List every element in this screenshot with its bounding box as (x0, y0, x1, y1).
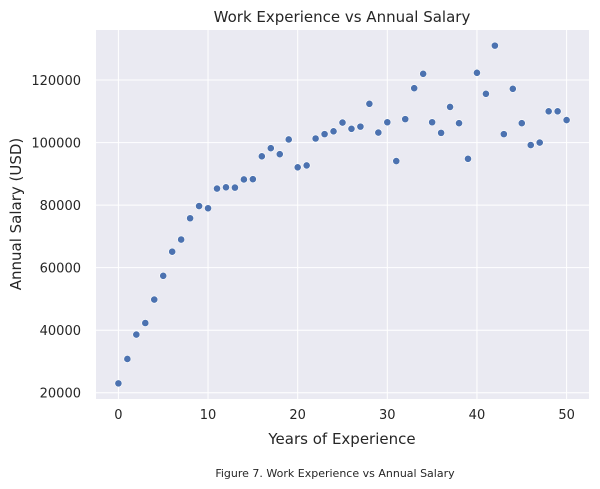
scatter-point (239, 175, 248, 184)
scatter-point (123, 355, 132, 363)
scatter-point (562, 116, 571, 124)
x-axis-title: Years of Experience (267, 430, 415, 448)
scatter-point (114, 379, 123, 388)
scatter-point (499, 130, 508, 139)
scatter-point (392, 157, 401, 165)
plot-background (96, 30, 589, 399)
scatter-point (141, 319, 150, 327)
scatter-point (213, 184, 221, 193)
y-axis-title: Annual Salary (USD) (7, 138, 25, 291)
scatter-point (473, 68, 481, 77)
y-tick-label: 100000 (31, 137, 81, 152)
data-points (114, 41, 571, 388)
scatter-point (508, 84, 517, 93)
x-tick-label: 20 (289, 408, 306, 423)
scatter-point (275, 150, 284, 159)
scatter-point (419, 69, 428, 78)
scatter-point (374, 128, 383, 137)
scatter-point (347, 124, 356, 133)
scatter-point (544, 107, 553, 116)
y-tick-label: 60000 (40, 262, 81, 277)
scatter-point (338, 118, 347, 127)
scatter-point (490, 41, 499, 50)
scatter-point (284, 135, 293, 144)
scatter-point (186, 214, 195, 223)
tick-labels: 0 10 20 30 40 50 20000 40000 60000 80000 100000 120… (31, 74, 575, 423)
scatter-point (455, 119, 463, 128)
scatter-point (302, 161, 311, 170)
scatter-point (437, 128, 445, 137)
scatter-point (535, 138, 544, 147)
scatter-point (517, 119, 526, 128)
scatter-point (311, 134, 320, 143)
scatter-point (150, 295, 159, 304)
scatter-point (482, 89, 490, 98)
scatter-point (177, 235, 186, 244)
x-tick-label: 10 (200, 408, 217, 423)
y-tick-label: 40000 (40, 324, 81, 339)
scatter-point (428, 118, 437, 127)
scatter-point (320, 130, 329, 139)
scatter-point (446, 103, 454, 111)
scatter-point (248, 175, 257, 184)
scatter-point (257, 152, 266, 161)
scatter-point (222, 183, 230, 192)
x-tick-label: 40 (469, 408, 486, 423)
scatter-point (195, 202, 203, 210)
scatter-point (401, 115, 410, 124)
scatter-point (464, 154, 472, 163)
x-tick-label: 0 (114, 408, 122, 423)
scatter-point (159, 271, 168, 280)
scatter-point (553, 107, 562, 116)
scatter-point (231, 183, 239, 192)
figure-caption: Figure 7. Work Experience vs Annual Sala… (215, 467, 455, 480)
chart-title: Work Experience vs Annual Salary (214, 8, 471, 26)
scatter-point (410, 84, 419, 93)
scatter-point (204, 204, 212, 213)
scatter-point (365, 99, 374, 108)
x-tick-label: 50 (558, 408, 575, 423)
scatter-point (526, 141, 535, 149)
scatter-point (132, 330, 141, 339)
scatter-point (266, 144, 275, 153)
y-tick-label: 120000 (31, 74, 81, 89)
scatter-point (329, 127, 338, 136)
grid-lines (96, 30, 589, 399)
scatter-point (356, 122, 365, 131)
scatter-point (168, 247, 177, 256)
x-tick-label: 30 (379, 408, 396, 423)
y-tick-label: 20000 (40, 387, 81, 402)
scatter-point (383, 118, 392, 127)
y-tick-label: 80000 (40, 199, 81, 214)
scatter-point (293, 163, 302, 172)
